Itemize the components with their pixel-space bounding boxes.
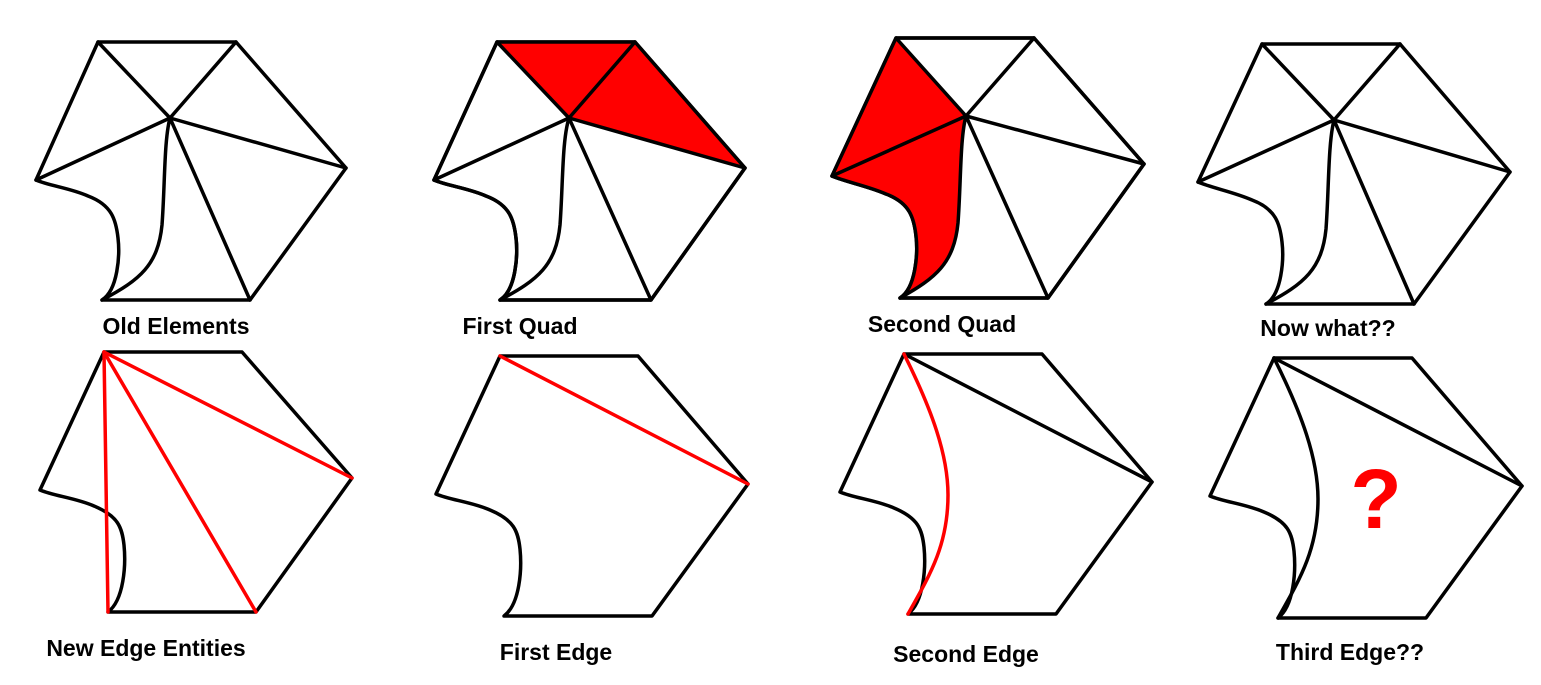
edge — [830, 114, 968, 178]
panel-second-quad: Second Quad — [830, 36, 1146, 337]
panel-label: First Quad — [462, 313, 577, 339]
mesh-outline — [34, 40, 348, 302]
panel-label: New Edge Entities — [46, 635, 245, 661]
edge — [567, 116, 747, 170]
edge — [168, 40, 238, 120]
panel-label: Second Edge — [893, 641, 1039, 667]
panel-new-edge-entities: New Edge Entities — [38, 350, 354, 661]
red-edge — [102, 350, 258, 614]
mesh-edges — [432, 40, 747, 302]
question-mark-marker: ? — [1350, 452, 1401, 546]
panel-label: Old Elements — [103, 313, 250, 339]
red-edge — [102, 350, 354, 480]
edge — [100, 116, 172, 302]
panel-now-what: Now what?? — [1196, 42, 1512, 341]
edge — [1272, 356, 1524, 488]
panel-label: Second Quad — [868, 311, 1016, 337]
edge — [168, 116, 348, 170]
edge — [1332, 118, 1416, 306]
edge — [1332, 42, 1402, 122]
new-edges — [102, 350, 354, 614]
edge — [495, 40, 571, 120]
panel-third-edge: ? Third Edge?? — [1208, 356, 1524, 665]
mesh-outline — [1208, 356, 1524, 620]
mesh-edges — [1196, 42, 1512, 306]
red-edge — [102, 350, 110, 614]
highlighted-quad — [497, 42, 745, 168]
mesh-outline — [1196, 42, 1512, 306]
panel-first-quad: First Quad — [432, 40, 747, 339]
mesh-edges — [34, 40, 348, 302]
panel-old-elements: Old Elements — [34, 40, 348, 339]
red-edge — [498, 354, 750, 486]
edge — [964, 114, 1146, 166]
highlighted-quad — [832, 38, 966, 298]
edge — [567, 116, 653, 302]
mesh-outline — [38, 350, 354, 614]
edge — [96, 40, 172, 120]
edge — [498, 116, 571, 302]
mesh-edges — [830, 36, 1146, 300]
edge — [894, 36, 968, 118]
edge — [1272, 356, 1320, 620]
edge — [964, 114, 1050, 300]
panel-second-edge: Second Edge — [838, 352, 1154, 667]
edge — [1196, 118, 1336, 184]
panel-label: First Edge — [500, 639, 612, 665]
edge — [1332, 118, 1512, 174]
panel-label: Now what?? — [1260, 315, 1395, 341]
panel-label: Third Edge?? — [1276, 639, 1424, 665]
edge — [898, 114, 968, 300]
edge — [168, 116, 252, 302]
panel-first-edge: First Edge — [434, 354, 750, 665]
edge — [902, 352, 1154, 484]
edge — [1260, 42, 1336, 122]
edge — [432, 116, 571, 182]
edge — [567, 40, 637, 120]
edge — [964, 36, 1036, 118]
edge — [34, 116, 172, 182]
edge — [1264, 118, 1336, 306]
red-edge — [902, 352, 950, 616]
mesh-outline — [434, 354, 750, 618]
mesh-outline — [838, 352, 1154, 616]
mesh-edges — [1272, 356, 1524, 620]
